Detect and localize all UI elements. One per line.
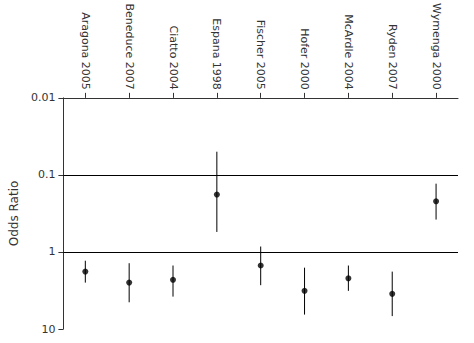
svg-text:Odds Ratio: Odds Ratio	[7, 181, 21, 247]
svg-text:Ciatto 2004: Ciatto 2004	[167, 26, 180, 90]
svg-text:1: 1	[48, 245, 55, 258]
svg-text:Aragona 2005: Aragona 2005	[79, 12, 92, 90]
svg-text:10: 10	[41, 323, 55, 336]
svg-text:Wymenga 2000: Wymenga 2000	[430, 3, 443, 90]
svg-text:Hofer 2000: Hofer 2000	[298, 28, 311, 90]
svg-text:0.01: 0.01	[31, 91, 56, 104]
svg-text:Espana 1998: Espana 1998	[210, 18, 223, 90]
svg-text:Beneduce 2007: Beneduce 2007	[123, 4, 136, 90]
svg-text:McArdle 2004: McArdle 2004	[342, 14, 355, 90]
svg-text:Ryden 2007: Ryden 2007	[386, 24, 399, 90]
svg-text:Fischer 2005: Fischer 2005	[254, 20, 267, 90]
svg-text:0.1: 0.1	[38, 168, 56, 181]
